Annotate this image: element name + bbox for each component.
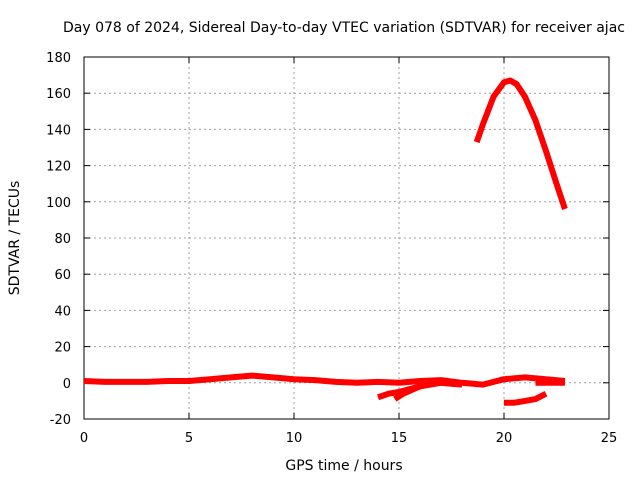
x-tick-label: 5 (185, 431, 193, 446)
series-line-6 (477, 81, 565, 210)
x-tick-label: 20 (496, 431, 513, 446)
chart-title: Day 078 of 2024, Sidereal Day-to-day VTE… (63, 20, 625, 36)
y-tick-label: 120 (46, 160, 71, 175)
y-axis-label: SDTVAR / TECUs (7, 181, 23, 296)
x-tick-label: 0 (80, 431, 88, 446)
x-axis-label: GPS time / hours (285, 458, 402, 474)
x-tick-label: 25 (601, 431, 618, 446)
y-tick-label: 100 (46, 196, 71, 211)
x-tick-label: 15 (391, 431, 408, 446)
y-tick-label: 80 (54, 232, 71, 247)
y-tick-label: 60 (54, 268, 71, 283)
y-tick-label: 140 (46, 123, 71, 138)
data-series (84, 81, 565, 403)
x-tick-label: 10 (286, 431, 303, 446)
y-tick-label: 0 (63, 377, 71, 392)
series-line-1 (84, 376, 565, 385)
y-tick-label: 40 (54, 304, 71, 319)
y-tick-label: 160 (46, 87, 71, 102)
y-tick-label: 180 (46, 51, 71, 66)
series-line-4 (504, 394, 546, 403)
y-tick-label: 20 (54, 341, 71, 356)
y-tick-label: -20 (50, 413, 71, 428)
